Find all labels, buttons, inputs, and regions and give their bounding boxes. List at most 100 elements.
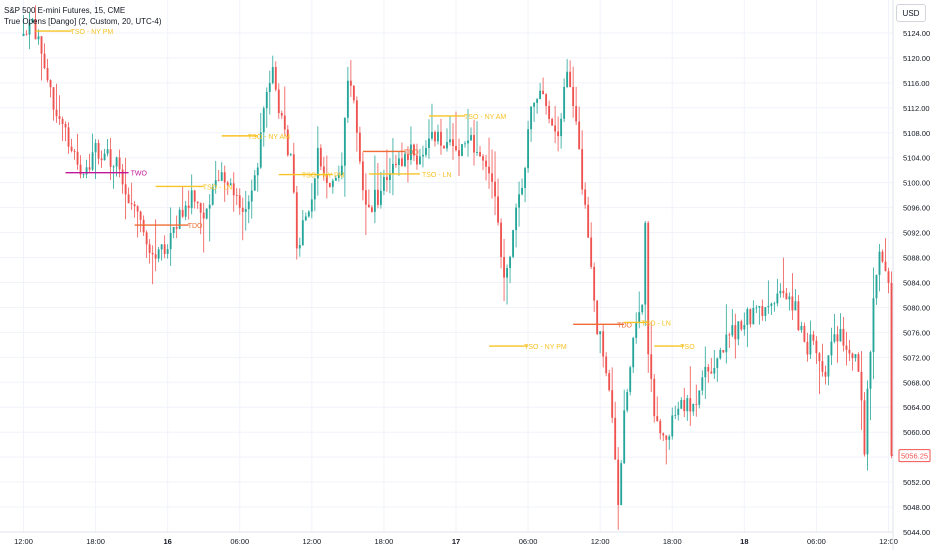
candle-body xyxy=(755,307,758,309)
x-tick-label: 18:00 xyxy=(86,537,105,546)
candle-body xyxy=(133,204,136,207)
candle-body xyxy=(656,416,659,422)
candle-body xyxy=(473,135,475,153)
candle-body xyxy=(836,334,839,342)
candle-body xyxy=(614,417,617,460)
level-label: TSO - LN xyxy=(422,172,452,179)
candle-body xyxy=(49,80,52,88)
candle-body xyxy=(437,131,439,142)
candle-body xyxy=(653,378,656,417)
candle-body xyxy=(34,18,37,40)
candle-body xyxy=(689,398,692,412)
candle-body xyxy=(773,303,776,305)
candle-body xyxy=(277,89,280,114)
candle-body xyxy=(503,257,505,278)
candle-body xyxy=(851,353,854,359)
candle-body xyxy=(52,87,55,110)
candle-body xyxy=(127,194,130,204)
candle-body xyxy=(413,144,415,156)
x-tick-label: 12:00 xyxy=(302,537,321,546)
candle-body xyxy=(695,403,698,405)
candle-body xyxy=(599,331,602,335)
candle-body xyxy=(782,290,785,294)
candle-body xyxy=(85,167,88,175)
x-tick-label: 06:00 xyxy=(230,537,249,546)
candle-body xyxy=(313,178,316,200)
y-tick-label: 5084.00 xyxy=(903,278,930,287)
level-label: TSO - NY PM xyxy=(524,344,567,351)
candle-body xyxy=(806,341,809,355)
candle-body xyxy=(761,306,764,316)
candle-body xyxy=(118,157,121,170)
candle-body xyxy=(334,177,337,181)
candle-body xyxy=(500,222,502,258)
candle-body xyxy=(494,181,496,197)
candle-body xyxy=(548,106,551,119)
candle-body xyxy=(295,192,298,249)
candle-body xyxy=(734,325,737,340)
candle-body xyxy=(671,415,674,437)
y-tick-label: 5112.00 xyxy=(903,104,930,113)
candle-body xyxy=(611,390,614,418)
candle-body xyxy=(160,244,163,250)
symbol-title: S&P 500 E-mini Futures, 15, CME xyxy=(4,6,126,15)
candle-body xyxy=(235,195,238,197)
candle-body xyxy=(491,173,493,182)
candle-body xyxy=(187,205,190,209)
candle-body xyxy=(590,237,593,267)
candle-body xyxy=(692,403,695,412)
candle-body xyxy=(364,190,367,205)
candle-body xyxy=(800,325,803,331)
candle-body xyxy=(401,158,403,167)
candle-body xyxy=(845,345,848,350)
candle-body xyxy=(304,216,307,221)
level-label: TDO xyxy=(617,322,632,329)
y-tick-label: 5100.00 xyxy=(903,179,930,188)
candle-body xyxy=(731,325,734,336)
candle-body xyxy=(142,219,145,233)
x-tick-label: 18:00 xyxy=(663,537,682,546)
candle-body xyxy=(743,324,746,330)
candle-body xyxy=(46,67,49,81)
y-tick-label: 5060.00 xyxy=(903,428,930,437)
candle-body xyxy=(839,328,842,342)
x-tick-label: 12:00 xyxy=(591,537,610,546)
candle-body xyxy=(572,86,575,107)
candle-body xyxy=(668,436,671,440)
candle-body xyxy=(196,201,199,204)
candle-body xyxy=(124,184,127,195)
candle-body xyxy=(884,261,887,272)
candle-body xyxy=(629,367,632,392)
candle-body xyxy=(530,106,533,130)
candle-body xyxy=(175,227,178,229)
y-tick-label: 5088.00 xyxy=(903,254,930,263)
candle-body xyxy=(620,463,623,505)
candle-body xyxy=(382,176,385,191)
candle-body xyxy=(464,143,466,145)
candle-body xyxy=(79,164,82,175)
x-tick-label: 18:00 xyxy=(375,537,394,546)
candle-body xyxy=(650,354,653,379)
candle-body xyxy=(217,180,220,181)
candle-body xyxy=(770,303,773,306)
candle-body xyxy=(211,186,214,205)
candle-body xyxy=(307,211,310,217)
y-tick-label: 5068.00 xyxy=(903,378,930,387)
candle-body xyxy=(632,337,635,368)
candle-body xyxy=(515,207,517,231)
candle-body xyxy=(521,187,524,195)
currency-button[interactable]: USD xyxy=(896,4,926,22)
candle-body xyxy=(256,167,259,176)
candle-body xyxy=(121,169,124,185)
candle-body xyxy=(776,293,779,304)
candle-body xyxy=(244,209,247,212)
candle-body xyxy=(301,220,304,246)
candle-body xyxy=(346,80,349,118)
x-tick-label: 12:00 xyxy=(879,537,898,546)
candle-body xyxy=(274,67,277,90)
candle-body xyxy=(803,325,806,342)
candle-body xyxy=(617,459,620,505)
candle-body xyxy=(43,53,46,68)
candle-body xyxy=(476,152,478,153)
